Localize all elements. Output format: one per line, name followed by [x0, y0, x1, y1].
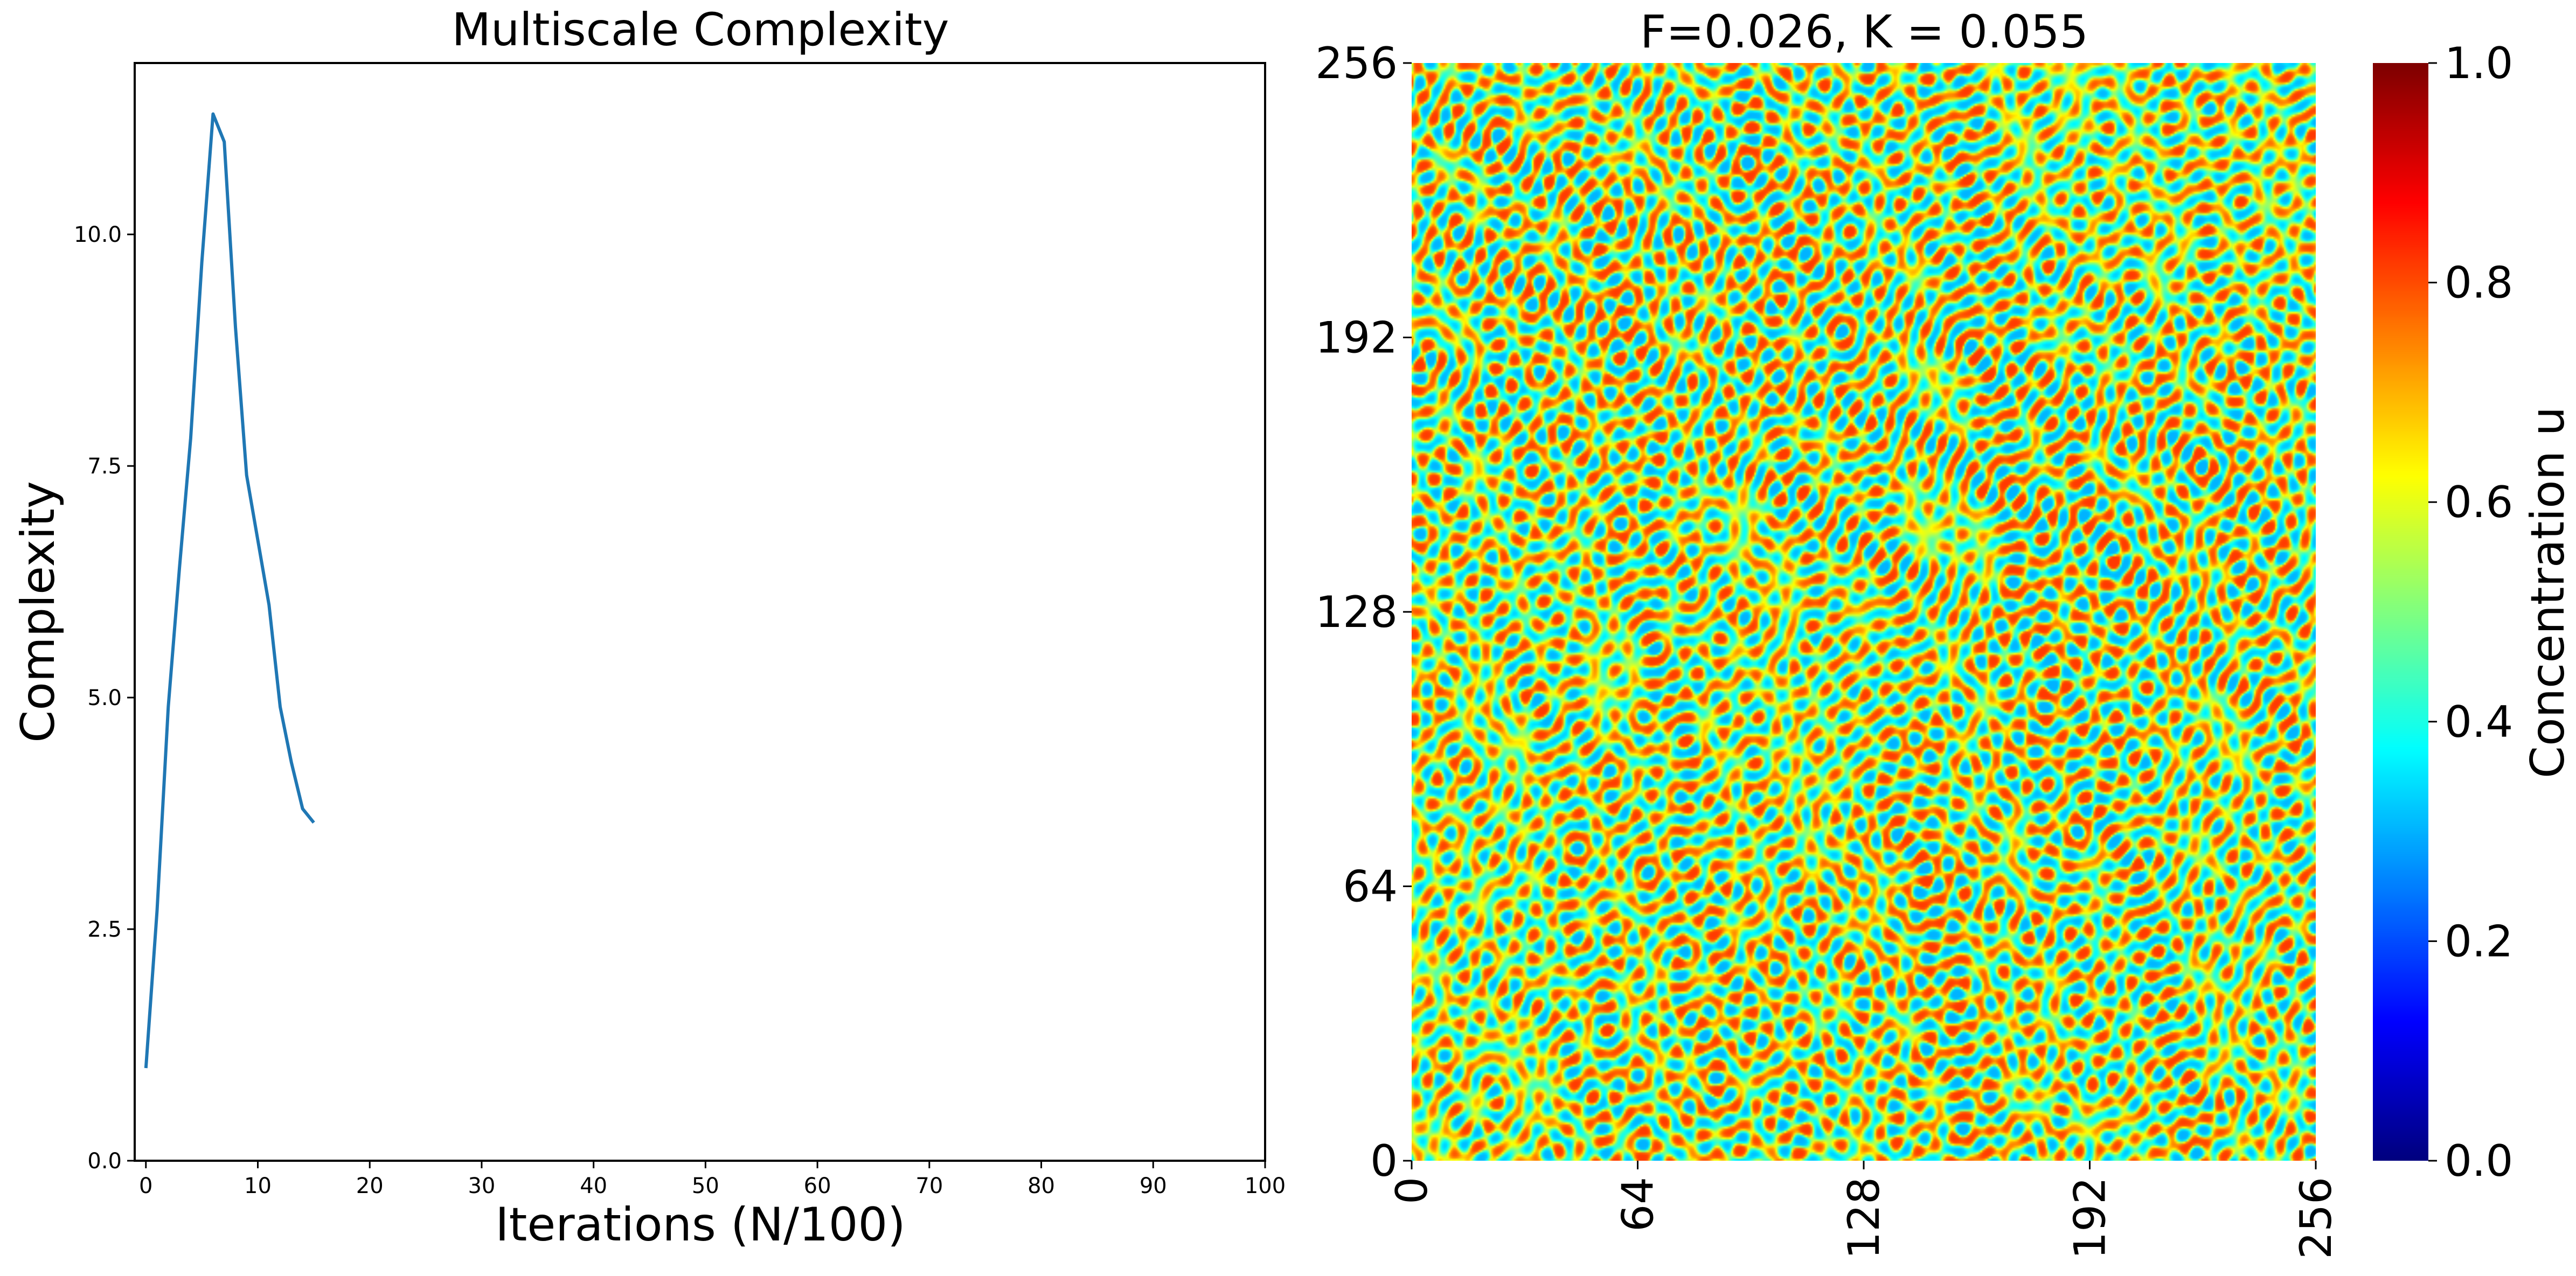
- heatmap-x-tick-label: 64: [1613, 1177, 1663, 1232]
- heatmap-y-ticks: 0 64 128 192 256: [1315, 38, 1412, 1186]
- y-tick-label: 7.5: [87, 454, 122, 479]
- colorbar-tick-label: 0.0: [2445, 1136, 2513, 1186]
- heatmap-chart: F=0.026, K = 0.055 0 64 128 192 256 0 64 128 19…: [1315, 5, 2575, 1259]
- heatmap-y-tick-label: 64: [1343, 862, 1398, 912]
- colorbar-label: Concentration u: [2521, 407, 2575, 778]
- colorbar-ticks: 0.0 0.2 0.4 0.6 0.8 1.0: [2428, 38, 2513, 1186]
- y-tick-label: 10.0: [74, 222, 122, 247]
- line-chart-axes-frame: [134, 62, 1266, 1162]
- colorbar-tick-label: 0.8: [2445, 258, 2513, 308]
- line-chart-y-ticks: 0.0 2.5 5.0 7.5 10.0: [74, 222, 135, 1174]
- heatmap-y-tick-label: 128: [1315, 587, 1398, 637]
- x-tick-label: 10: [244, 1174, 272, 1198]
- y-tick-label: 5.0: [87, 686, 122, 710]
- line-chart-y-axis-label: Complexity: [11, 481, 65, 743]
- heatmap-x-tick-label: 0: [1387, 1177, 1437, 1204]
- heatmap-y-tick-label: 192: [1315, 313, 1398, 363]
- colorbar-gradient: [2373, 63, 2428, 1161]
- heatmap-image: [1412, 63, 2316, 1161]
- x-tick-label: 20: [356, 1174, 384, 1198]
- colorbar-tick-label: 1.0: [2445, 38, 2513, 88]
- colorbar-tick-label: 0.2: [2445, 916, 2513, 966]
- x-tick-label: 40: [580, 1174, 607, 1198]
- x-tick-label: 60: [804, 1174, 831, 1198]
- complexity-series-line: [144, 112, 315, 1069]
- heatmap-y-tick-label: 256: [1315, 38, 1398, 88]
- colorbar-tick-label: 0.4: [2445, 697, 2513, 747]
- x-tick-label: 80: [1027, 1174, 1055, 1198]
- heatmap-x-tick-label: 192: [2065, 1177, 2115, 1259]
- x-tick-label: 100: [1245, 1174, 1286, 1198]
- heatmap-x-ticks: 0 64 128 192 256: [1387, 1161, 2341, 1259]
- x-tick-label: 30: [468, 1174, 495, 1198]
- heatmap-x-tick-label: 256: [2291, 1177, 2341, 1259]
- y-tick-label: 2.5: [87, 917, 122, 942]
- x-tick-label: 0: [139, 1174, 152, 1198]
- colorbar-tick-label: 0.6: [2445, 477, 2513, 527]
- heatmap-title: F=0.026, K = 0.055: [1640, 5, 2088, 58]
- x-tick-label: 70: [915, 1174, 943, 1198]
- heatmap-x-tick-label: 128: [1839, 1177, 1889, 1259]
- line-chart-x-ticks: 0 10 20 30 40 50 60 70 80 90 100: [139, 1161, 1286, 1198]
- line-chart-x-axis-label: Iterations (N/100): [495, 1198, 906, 1252]
- line-chart: Multiscale Complexity 0 10 20 30 40 50 60 70 80 9…: [11, 3, 1286, 1252]
- x-tick-label: 90: [1140, 1174, 1167, 1198]
- x-tick-label: 50: [692, 1174, 719, 1198]
- heatmap-y-tick-label: 0: [1370, 1136, 1398, 1186]
- line-chart-title: Multiscale Complexity: [452, 3, 949, 56]
- y-tick-label: 0.0: [87, 1149, 122, 1174]
